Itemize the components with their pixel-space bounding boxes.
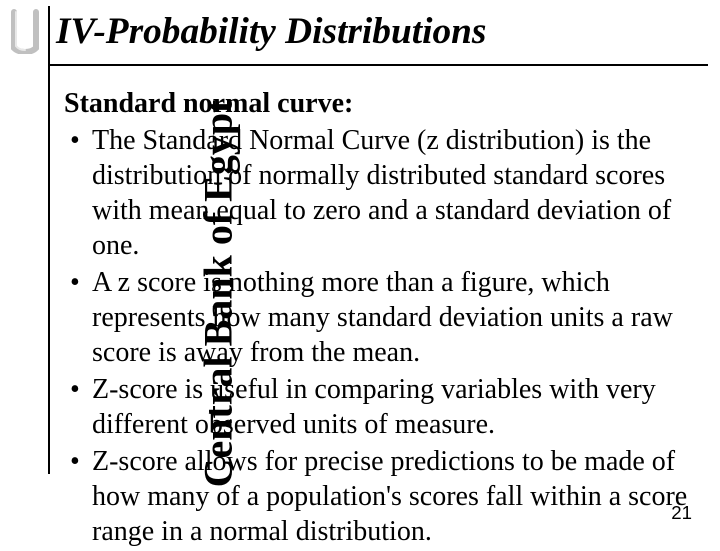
- slide-title: IV-Probability Distributions: [56, 10, 486, 53]
- content-area: Standard normal curve: The Standard Norm…: [64, 86, 694, 551]
- content-subheading: Standard normal curve:: [64, 86, 694, 121]
- bullet-item: Z-score is useful in comparing variables…: [64, 372, 694, 442]
- bullet-list: The Standard Normal Curve (z distributio…: [64, 123, 694, 549]
- bullet-item: Z-score allows for precise predictions t…: [64, 444, 694, 549]
- vertical-divider: [48, 6, 50, 474]
- bullet-item: The Standard Normal Curve (z distributio…: [64, 123, 694, 263]
- slide: IV-Probability Distributions Central Ban…: [0, 0, 720, 540]
- bullet-item: A z score is nothing more than a figure,…: [64, 265, 694, 370]
- cbe-logo: [6, 8, 44, 54]
- horizontal-divider: [48, 64, 708, 66]
- page-number: 21: [671, 502, 692, 524]
